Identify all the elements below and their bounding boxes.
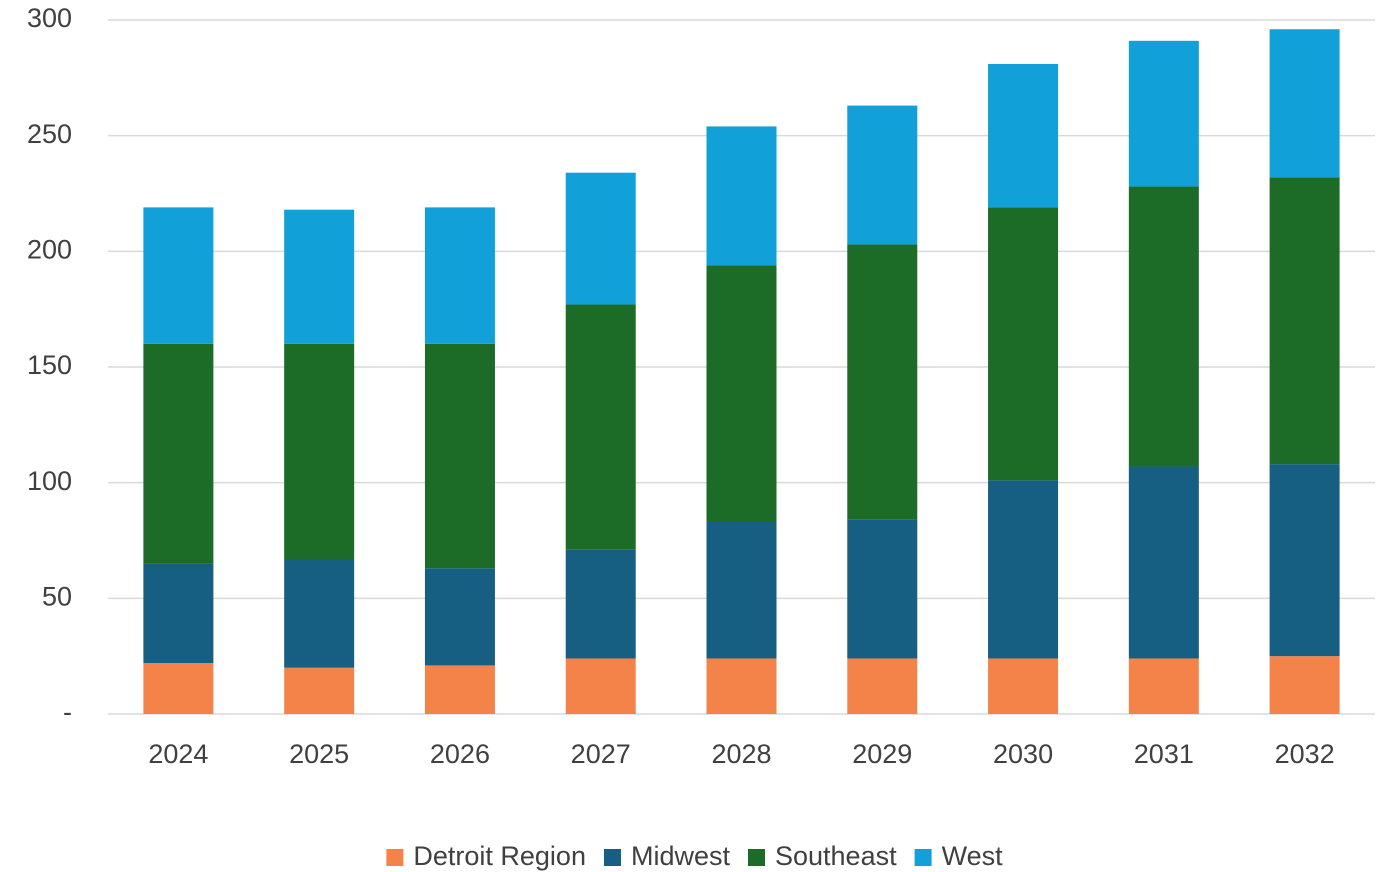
legend-swatch — [386, 849, 404, 866]
bar-segment — [706, 658, 777, 714]
x-tick-label: 2027 — [571, 739, 631, 769]
bar-segment — [1128, 40, 1199, 187]
x-tick-label: 2024 — [148, 739, 208, 769]
legend-swatch — [914, 849, 932, 866]
x-tick-label: 2029 — [852, 739, 912, 769]
bar-segment — [1269, 656, 1340, 714]
legend-label: Southeast — [775, 841, 897, 871]
y-tick-label: - — [63, 697, 72, 727]
x-tick-label: 2031 — [1134, 739, 1194, 769]
y-tick-label: 100 — [27, 466, 72, 496]
legend-label: Detroit Region — [413, 841, 586, 871]
y-tick-label: 300 — [27, 3, 72, 33]
bar-segment — [424, 207, 495, 344]
bar-segment — [1269, 177, 1340, 465]
bar-segment — [284, 667, 355, 714]
x-tick-label: 2025 — [289, 739, 349, 769]
legend-label: Midwest — [631, 841, 731, 871]
bar-segment — [424, 343, 495, 569]
bar-segment — [706, 265, 777, 522]
bar-segment — [1128, 466, 1199, 659]
y-tick-label: 50 — [42, 581, 72, 611]
bar-segment — [284, 209, 355, 344]
y-tick-label: 150 — [27, 350, 72, 380]
y-tick-label: 200 — [27, 234, 72, 264]
bar-segment — [284, 559, 355, 668]
x-tick-label: 2028 — [711, 739, 771, 769]
y-tick-label: 250 — [27, 119, 72, 149]
bar-segment — [988, 63, 1059, 208]
bar-segment — [565, 549, 636, 659]
legend-swatch — [603, 849, 621, 866]
bar-segment — [424, 665, 495, 714]
bar-segment — [706, 126, 777, 266]
bar-segment — [565, 172, 636, 305]
bar-segment — [1128, 658, 1199, 714]
bar-segment — [284, 343, 355, 560]
x-tick-label: 2026 — [430, 739, 490, 769]
bar-segment — [988, 207, 1059, 481]
bar-segment — [565, 658, 636, 714]
bar-segment — [847, 244, 918, 520]
bar-segment — [143, 563, 214, 664]
bar-segment — [143, 207, 214, 344]
bar-segment — [1128, 186, 1199, 467]
bar-segment — [1269, 464, 1340, 657]
bar-segment — [988, 658, 1059, 714]
x-tick-label: 2032 — [1275, 739, 1335, 769]
legend-swatch — [748, 849, 766, 866]
bar-segment — [847, 519, 918, 659]
bar-segment — [1269, 29, 1340, 178]
bar-segment — [143, 663, 214, 714]
bar-segment — [565, 304, 636, 550]
bar-segment — [424, 568, 495, 666]
bar-segment — [706, 521, 777, 659]
bar-segment — [143, 343, 214, 564]
bar-segment — [847, 658, 918, 714]
bar-segment — [847, 105, 918, 245]
legend-label: West — [942, 841, 1004, 871]
bar-segment — [988, 480, 1059, 659]
x-tick-label: 2030 — [993, 739, 1053, 769]
